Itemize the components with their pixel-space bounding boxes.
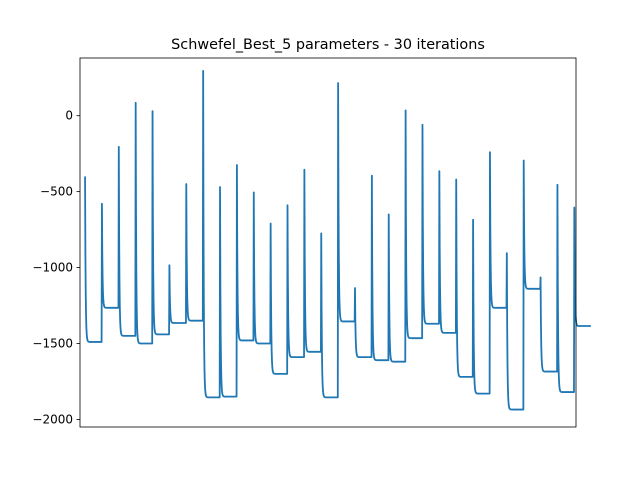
y-axis: 0 −500 −1000 −1500 −2000 — [32, 109, 80, 426]
y-tick-label: −500 — [40, 185, 73, 199]
y-tick-label: −1000 — [32, 261, 73, 275]
series-line — [84, 70, 592, 411]
plot-area — [84, 70, 592, 411]
y-tick-label: −1500 — [32, 336, 73, 350]
axes-frame — [79, 57, 577, 428]
y-tick-label: 0 — [65, 109, 73, 123]
chart-title: Schwefel_Best_5 parameters - 30 iteratio… — [171, 37, 485, 53]
y-tick-label: −2000 — [32, 412, 73, 426]
